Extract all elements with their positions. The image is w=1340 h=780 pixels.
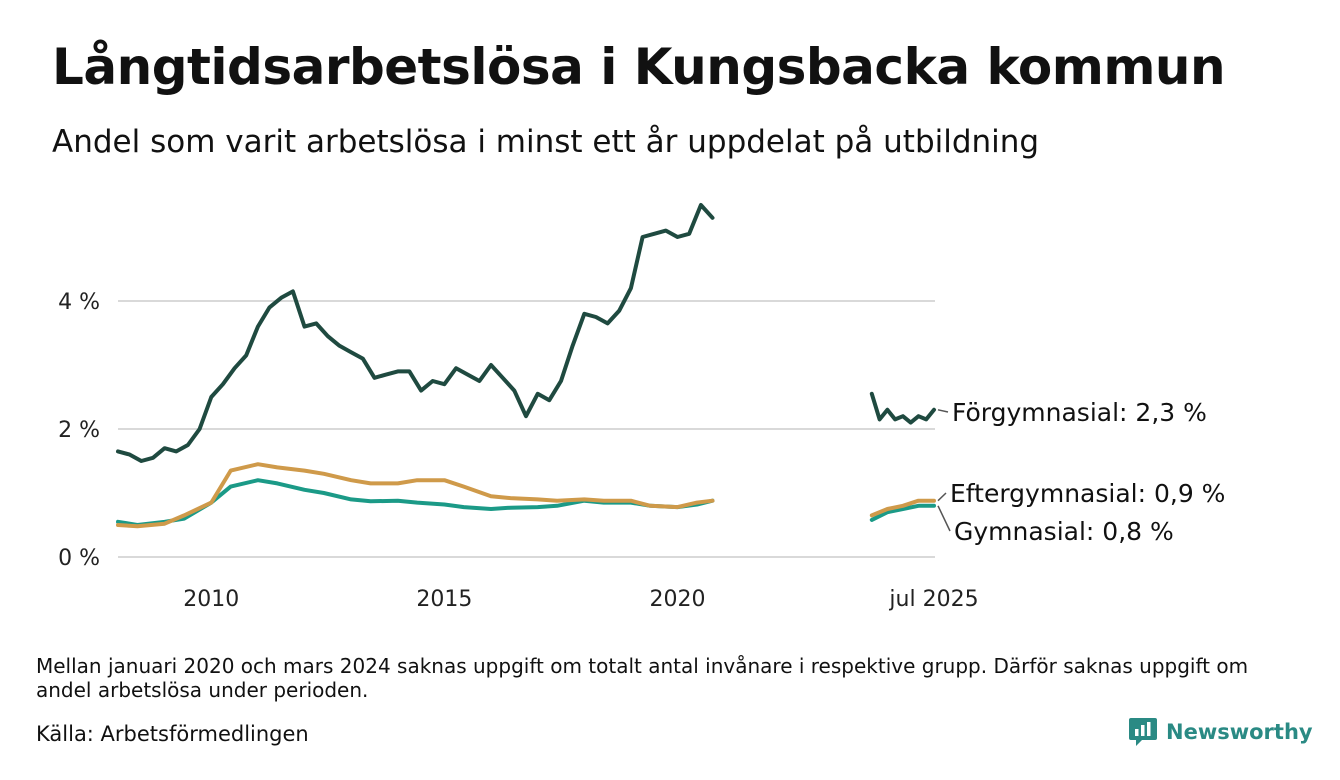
line-chart: 0 % 2 % 4 % 2010 2015 2020 jul 2025 Förgymnas…: [58, 203, 1225, 612]
chart-title: Långtidsarbetslösa i Kungsbacka kommun: [52, 38, 1226, 96]
series-line-eftergymnasial: [116, 462, 715, 529]
series-end-label: Förgymnasial: 2,3 %: [952, 398, 1207, 427]
x-axis-ticks: 2010 2015 2020 jul 2025: [183, 587, 978, 612]
series-end-label: Eftergymnasial: 0,9 %: [950, 479, 1225, 508]
gridlines: [118, 300, 935, 558]
series-end-label: Gymnasial: 0,8 %: [954, 517, 1174, 546]
label-leader-line: [937, 492, 947, 502]
x-tick-label: 2010: [183, 587, 239, 612]
y-tick-label: 4 %: [58, 290, 100, 315]
series-end-labels: Förgymnasial: 2,3 % Eftergymnasial: 0,9 %…: [937, 398, 1225, 546]
label-leader-line: [937, 409, 949, 413]
x-tick-label: 2015: [416, 587, 472, 612]
series-lines: [116, 203, 936, 529]
brand-name: Newsworthy: [1166, 720, 1313, 744]
brand-logo: Newsworthy: [1128, 716, 1313, 748]
source-credit: Källa: Arbetsförmedlingen: [36, 722, 309, 746]
series-line-eftergymnasial: [869, 498, 936, 518]
series-line-forgymnasial: [869, 391, 936, 425]
x-tick-label: jul 2025: [888, 587, 978, 612]
y-tick-label: 0 %: [58, 546, 100, 571]
x-tick-label: 2020: [650, 587, 706, 612]
series-line-forgymnasial: [116, 203, 715, 463]
footnote: Mellan januari 2020 och mars 2024 saknas…: [36, 654, 1249, 702]
label-leader-line: [937, 505, 951, 532]
chart-subtitle: Andel som varit arbetslösa i minst ett å…: [52, 124, 1040, 160]
series-line-gymnasial: [869, 503, 936, 522]
y-axis-ticks: 0 % 2 % 4 %: [58, 290, 100, 571]
y-tick-label: 2 %: [58, 418, 100, 443]
newsworthy-logo-icon: [1129, 718, 1157, 746]
